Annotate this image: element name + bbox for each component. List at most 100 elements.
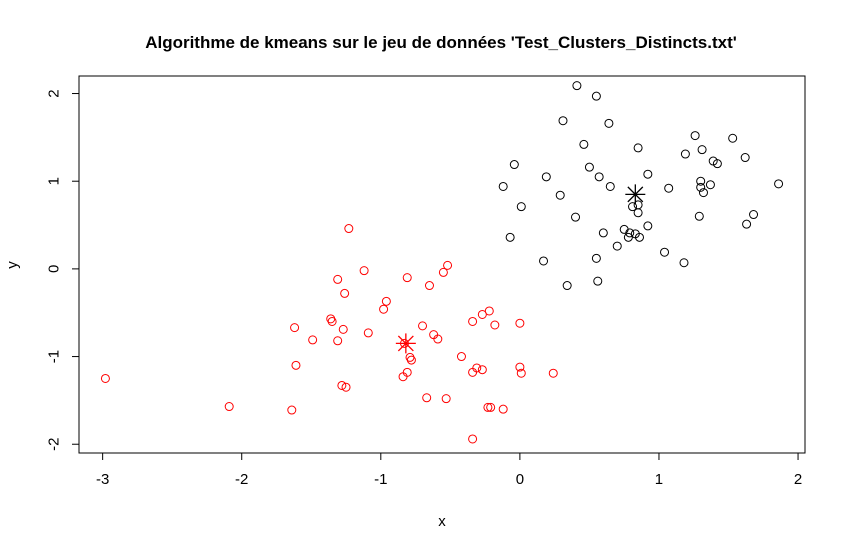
cluster-2-point bbox=[363, 328, 373, 338]
cluster-2-point bbox=[548, 368, 558, 378]
cluster-1-point bbox=[628, 202, 638, 212]
y-axis-label: y bbox=[4, 261, 21, 269]
cluster-2-point bbox=[291, 360, 301, 370]
cluster-2-point bbox=[379, 304, 389, 314]
cluster-2-point bbox=[224, 402, 234, 412]
cluster-1-point bbox=[604, 118, 614, 128]
cluster-2-point bbox=[422, 393, 432, 403]
cluster-2-point bbox=[287, 405, 297, 415]
x-tick-label: -3 bbox=[96, 471, 109, 488]
cluster-2-point bbox=[515, 318, 525, 328]
cluster-2-point bbox=[490, 320, 500, 330]
cluster-1-point bbox=[633, 208, 643, 218]
cluster-2-centroid-marker bbox=[395, 333, 416, 354]
y-tick-label: 0 bbox=[46, 265, 63, 273]
cluster-2-point bbox=[515, 362, 525, 372]
cluster-1-point bbox=[591, 253, 601, 263]
cluster-2-point bbox=[405, 352, 415, 362]
cluster-1-point bbox=[555, 190, 565, 200]
cluster-2-point bbox=[398, 372, 408, 382]
cluster-2-point bbox=[402, 273, 412, 283]
cluster-1-point bbox=[742, 219, 752, 229]
cluster-2-point bbox=[333, 274, 343, 284]
cluster-1-point bbox=[634, 232, 644, 242]
cluster-1-point bbox=[690, 131, 700, 141]
cluster-2-point bbox=[290, 323, 300, 333]
cluster-2-point bbox=[433, 334, 443, 344]
cluster-1-point bbox=[571, 212, 581, 222]
cluster-1-point bbox=[698, 188, 708, 198]
cluster-2-point bbox=[484, 306, 494, 316]
cluster-2-point bbox=[438, 267, 448, 277]
cluster-1-point bbox=[572, 81, 582, 91]
cluster-2-point bbox=[477, 309, 487, 319]
x-tick-label: 0 bbox=[516, 471, 524, 488]
cluster-1-point bbox=[643, 169, 653, 179]
cluster-2-point bbox=[468, 367, 478, 377]
cluster-1-point bbox=[579, 139, 589, 149]
plot-frame bbox=[78, 75, 806, 454]
cluster-2-point bbox=[326, 314, 336, 324]
cluster-1-point bbox=[749, 210, 759, 220]
cluster-1-point bbox=[625, 228, 635, 238]
cluster-1-point bbox=[697, 145, 707, 155]
cluster-1-point bbox=[712, 159, 722, 169]
data-points bbox=[100, 81, 784, 444]
x-tick-label: -1 bbox=[374, 471, 387, 488]
cluster-2-point bbox=[333, 336, 343, 346]
cluster-2-point bbox=[443, 260, 453, 270]
cluster-2-point bbox=[418, 321, 428, 331]
cluster-1-point bbox=[623, 232, 633, 242]
cluster-2-point bbox=[456, 352, 466, 362]
cluster-2-point bbox=[341, 382, 351, 392]
y-tick-label: 1 bbox=[46, 177, 63, 185]
cluster-1-point bbox=[593, 276, 603, 286]
x-tick-label: 2 bbox=[794, 471, 802, 488]
cluster-2-point bbox=[424, 281, 434, 291]
cluster-2-point bbox=[381, 296, 391, 306]
x-axis-label: x bbox=[438, 513, 446, 530]
cluster-1-point bbox=[562, 281, 572, 291]
chart-title: Algorithme de kmeans sur le jeu de donné… bbox=[145, 33, 737, 52]
cluster-2-point bbox=[100, 373, 110, 383]
cluster-1-point bbox=[643, 221, 653, 231]
cluster-1-point bbox=[558, 116, 568, 126]
cluster-2-point bbox=[338, 324, 348, 334]
cluster-1-point bbox=[516, 202, 526, 212]
cluster-2-point bbox=[308, 335, 318, 345]
cluster-centroids bbox=[395, 184, 646, 354]
x-axis: -3 -2 -1 0 1 2 bbox=[96, 452, 802, 488]
cluster-1-point bbox=[498, 181, 508, 191]
cluster-1-point bbox=[696, 176, 706, 186]
cluster-1-point bbox=[594, 172, 604, 182]
cluster-2-point bbox=[441, 394, 451, 404]
y-axis: -2 -1 0 1 2 bbox=[46, 89, 80, 451]
cluster-2-point bbox=[477, 365, 487, 375]
y-tick-label: -2 bbox=[46, 438, 63, 451]
cluster-2-point bbox=[344, 224, 354, 234]
cluster-1-point bbox=[539, 256, 549, 266]
cluster-1-point bbox=[694, 211, 704, 221]
cluster-2-point bbox=[468, 316, 478, 326]
cluster-1-centroid-marker bbox=[625, 184, 646, 205]
cluster-1-point bbox=[598, 228, 608, 238]
x-tick-label: -2 bbox=[235, 471, 248, 488]
y-tick-label: -1 bbox=[46, 350, 63, 363]
cluster-1-point bbox=[664, 183, 674, 193]
cluster-2-point bbox=[483, 402, 493, 412]
cluster-1-point bbox=[509, 160, 519, 170]
cluster-1-point bbox=[728, 133, 738, 143]
cluster-1-point bbox=[774, 179, 784, 189]
cluster-1-point bbox=[680, 149, 690, 159]
cluster-1-point bbox=[505, 232, 515, 242]
cluster-1-point bbox=[679, 258, 689, 268]
cluster-1-point bbox=[541, 172, 551, 182]
cluster-1-point bbox=[605, 181, 615, 191]
cluster-1-point bbox=[612, 241, 622, 251]
cluster-1-point bbox=[633, 143, 643, 153]
cluster-1-point bbox=[696, 182, 706, 192]
cluster-2-point bbox=[359, 266, 369, 276]
cluster-2-point bbox=[340, 288, 350, 298]
y-tick-label: 2 bbox=[46, 89, 63, 97]
